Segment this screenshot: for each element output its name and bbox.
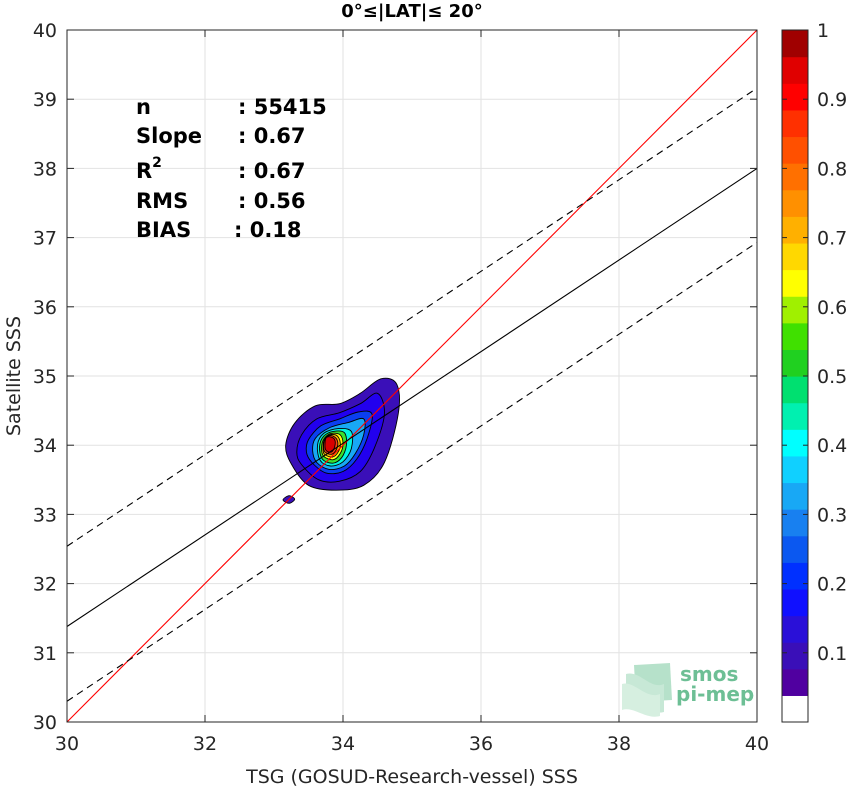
logo-line1: smos: [680, 662, 738, 686]
colorbar-tick-label: 0.9: [817, 89, 847, 111]
y-tick-label: 40: [33, 20, 57, 42]
x-tick-label: 32: [193, 733, 217, 755]
line-layer: [66, 29, 758, 723]
y-tick-label: 34: [33, 435, 57, 457]
stat-label-slope: Slope: [136, 124, 202, 148]
chart-title: 0°≤|LAT|≤ 20°: [341, 1, 482, 22]
colorbar-band: [782, 30, 808, 58]
x-tick-label: 34: [331, 733, 355, 755]
stat-label-bias: BIAS: [136, 218, 191, 242]
y-tick-label: 33: [33, 504, 57, 526]
stat-label-r2: R2: [136, 155, 162, 183]
y-tick-label: 32: [33, 574, 57, 596]
colorbar: 0.1 0.2 0.3 0.4 0.5 0.6 0.7 0.8 0.9 1: [781, 20, 847, 723]
colorbar-band: [782, 242, 808, 271]
colorbar-tick-label: 1: [817, 20, 829, 42]
colorbar-band: [782, 588, 808, 617]
colorbar-tick-label: 0.5: [817, 366, 847, 388]
colorbar-band: [782, 535, 808, 563]
smos-pimep-logo: smos pi-mep: [622, 662, 754, 717]
lower-bound-line: [66, 241, 758, 702]
colorbar-tick-label: 0.1: [817, 643, 847, 665]
stats-block: n : 55415 Slope : 0.67 R2 : 0.67 RMS : 0…: [136, 95, 327, 242]
colorbar-band: [782, 562, 808, 590]
colorbar-band: [782, 509, 808, 537]
stat-value-rms: : 0.56: [238, 189, 306, 213]
y-axis: 30 31 32 33 34 35 36 37 38 39 40: [33, 20, 757, 734]
colorbar-band: [782, 429, 808, 457]
colorbar-band: [782, 296, 808, 324]
colorbar-band: [782, 269, 808, 297]
x-tick-label: 40: [745, 733, 769, 755]
colorbar-tick-label: 0.4: [817, 435, 847, 457]
colorbar-band: [782, 349, 808, 377]
colorbar-tick-label: 0.8: [817, 158, 847, 180]
identity-line: [66, 29, 758, 723]
colorbar-band: [782, 642, 808, 670]
x-tick-label: 30: [55, 733, 79, 755]
colorbar-band: [782, 83, 808, 111]
colorbar-band: [782, 455, 808, 484]
x-axis: 30 32 34 36 38 40: [55, 30, 769, 755]
colorbar-band: [782, 136, 808, 164]
colorbar-band: [782, 376, 808, 404]
y-tick-label: 39: [33, 89, 57, 111]
contour-level-0.9: [324, 436, 336, 453]
colorbar-band: [782, 189, 808, 217]
stat-value-slope: : 0.67: [238, 124, 306, 148]
colorbar-band: [782, 163, 808, 191]
colorbar-band: [782, 402, 808, 430]
colorbar-tick-label: 0.6: [817, 297, 847, 319]
x-tick-label: 38: [607, 733, 631, 755]
y-tick-label: 35: [33, 366, 57, 388]
colorbar-tick-label: 0.3: [817, 504, 847, 526]
colorbar-band: [782, 615, 808, 643]
logo-line2: pi-mep: [676, 682, 754, 706]
stat-label-n: n: [136, 95, 151, 119]
stat-value-bias: : 0.18: [234, 218, 302, 242]
y-axis-label: Satellite SSS: [3, 316, 25, 436]
colorbar-band: [782, 216, 808, 244]
colorbar-band: [782, 668, 808, 696]
y-tick-label: 30: [33, 712, 57, 734]
stat-value-r2: : 0.67: [238, 159, 306, 183]
colorbar-tick-label: 0.7: [817, 228, 847, 250]
grid: [66, 29, 758, 723]
y-tick-label: 31: [33, 643, 57, 665]
colorbar-band: [782, 322, 808, 350]
stat-label-rms: RMS: [136, 189, 188, 213]
regression-line: [66, 167, 758, 627]
colorbar-band-base: [782, 695, 808, 722]
colorbar-band: [782, 56, 808, 84]
upper-bound-line: [66, 87, 758, 547]
x-tick-label: 36: [469, 733, 493, 755]
stat-value-n: : 55415: [238, 95, 327, 119]
colorbar-band: [782, 482, 808, 510]
y-tick-label: 37: [33, 228, 57, 250]
colorbar-band: [782, 109, 808, 138]
colorbar-tick-label: 0.2: [817, 574, 847, 596]
y-tick-label: 38: [33, 158, 57, 180]
y-tick-label: 36: [33, 297, 57, 319]
x-axis-label: TSG (GOSUD-Research-vessel) SSS: [245, 766, 578, 787]
